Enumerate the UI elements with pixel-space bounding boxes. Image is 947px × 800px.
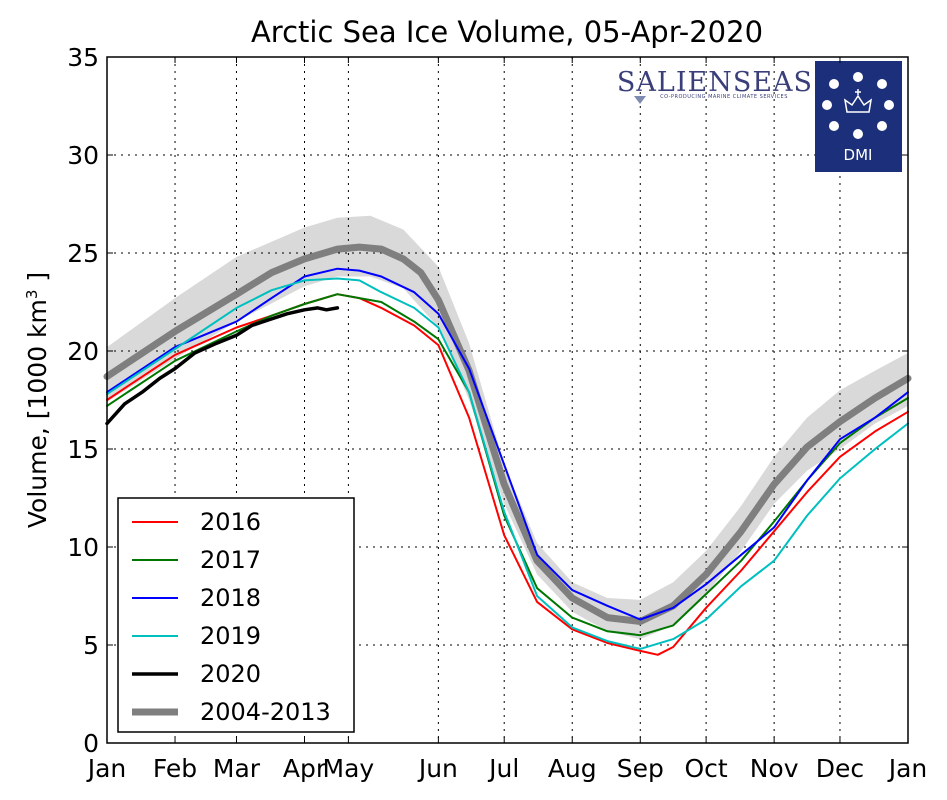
series-line-2019 [106, 277, 909, 650]
legend-label-2019: 2019 [200, 622, 261, 650]
y-tick-label: 30 [67, 141, 99, 170]
x-tick-label: Jan [887, 754, 928, 783]
series-layer [103, 243, 912, 656]
x-tick-label: May [323, 754, 375, 783]
axes-frame [106, 56, 909, 744]
y-tick-label: 20 [67, 337, 99, 366]
legend-label-2018: 2018 [200, 584, 261, 612]
dmi-logo-dots [822, 72, 894, 139]
x-tick-label: Jan [86, 754, 127, 783]
legend-items: 2016 2017 2018 2019 2020 2004-2013 [132, 508, 331, 726]
x-tick-label: Oct [684, 754, 727, 783]
crown-icon [843, 89, 873, 113]
y-tick-label: 5 [83, 631, 99, 660]
y-axis-label: Volume, [1000 km3 ] [23, 272, 52, 528]
salienseas-logo-text: SALIENSEAS [617, 67, 813, 98]
series-line-2018 [106, 267, 909, 621]
y-tick-label: 15 [67, 435, 99, 464]
chart-title: Arctic Sea Ice Volume, 05-Apr-2020 [251, 15, 763, 49]
dmi-logo-text: DMI [844, 146, 873, 164]
legend-label-2017: 2017 [200, 546, 261, 574]
legend-label-2016: 2016 [200, 508, 261, 536]
y-axis-label-superscript: 3 [23, 290, 41, 300]
y-tick-labels: 0 5 10 15 20 25 30 35 [67, 43, 99, 758]
tick-marks [106, 56, 909, 744]
legend: 2016 2017 2018 2019 2020 2004-2013 [117, 497, 355, 733]
salienseas-logo-tagline: CO-PRODUCING MARINE CLIMATE SERVICES [660, 94, 788, 100]
series-line-2004-2013 [103, 243, 912, 625]
x-tick-label: Dec [816, 754, 864, 783]
x-tick-label: Jun [417, 754, 458, 783]
series-line-2020 [105, 306, 340, 426]
dmi-logo: DMI [815, 61, 902, 172]
x-tick-label: Aug [548, 754, 597, 783]
salienseas-logo-mark [634, 96, 646, 104]
y-tick-label: 25 [67, 239, 99, 268]
y-axis-label-main: Volume, [1000 km [23, 299, 52, 528]
y-tick-label: 0 [83, 729, 99, 758]
x-tick-label: Apr [283, 754, 327, 783]
x-tick-label: Feb [153, 754, 197, 783]
plot-area [103, 57, 912, 743]
x-tick-label: Jul [487, 754, 519, 783]
x-tick-label: Sep [617, 754, 664, 783]
x-tick-label: Nov [750, 754, 799, 783]
legend-label-2004-2013: 2004-2013 [200, 698, 331, 726]
x-tick-label: Mar [213, 754, 261, 783]
y-axis-label-tail: ] [23, 272, 52, 290]
legend-frame [117, 497, 355, 733]
y-tick-label: 35 [67, 43, 99, 72]
salienseas-logo: SALIENSEAS CO-PRODUCING MARINE CLIMATE S… [617, 67, 813, 104]
y-tick-label: 10 [67, 533, 99, 562]
legend-label-2020: 2020 [200, 660, 261, 688]
